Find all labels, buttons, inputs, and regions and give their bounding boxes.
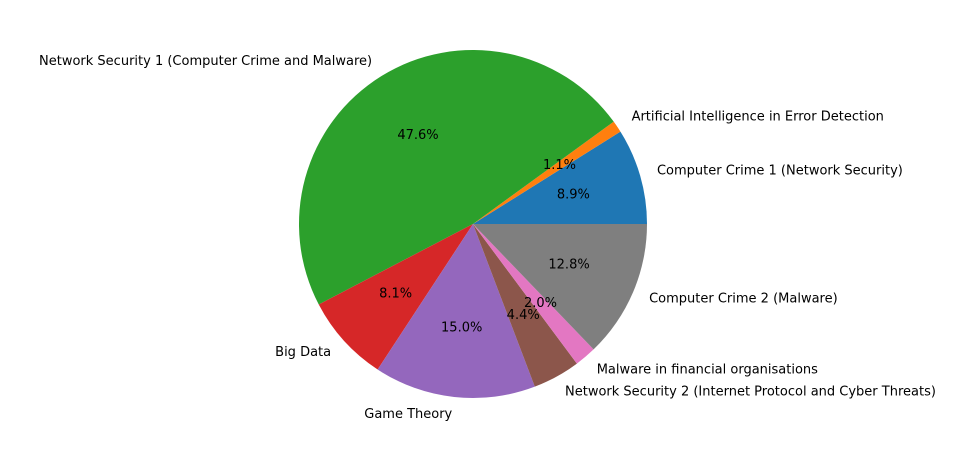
slice-label-big-data: Big Data [275, 345, 331, 360]
slice-label-malware-in-financial-organisations: Malware in financial organisations [597, 363, 818, 378]
slice-label-network-security-2-internet-protocol-and-cyber-threats: Network Security 2 (Internet Protocol an… [565, 384, 936, 399]
pie-slice-malware-in-financial-organisations [473, 224, 594, 364]
slice-label-computer-crime-1-network-security: Computer Crime 1 (Network Security) [657, 164, 903, 179]
pie-slice-artificial-intelligence-in-error-detection [473, 121, 621, 224]
pie-slice-network-security-2-internet-protocol-and-cyber-threats [473, 224, 577, 387]
slice-percent-computer-crime-2-malware: 12.8% [548, 257, 589, 272]
slice-percent-network-security-2-internet-protocol-and-cyber-threats: 4.4% [507, 308, 540, 323]
slice-percent-big-data: 8.1% [379, 287, 412, 302]
slice-percent-artificial-intelligence-in-error-detection: 1.1% [543, 158, 576, 173]
pie-slice-computer-crime-2-malware [473, 224, 647, 350]
slice-percent-game-theory: 15.0% [441, 320, 482, 335]
slice-label-computer-crime-2-malware: Computer Crime 2 (Malware) [649, 291, 838, 306]
slice-label-game-theory: Game Theory [364, 407, 452, 422]
slice-percent-computer-crime-1-network-security: 8.9% [557, 188, 590, 203]
slice-label-artificial-intelligence-in-error-detection: Artificial Intelligence in Error Detecti… [632, 109, 884, 124]
pie-slice-computer-crime-1-network-security [473, 131, 647, 224]
slice-percent-malware-in-financial-organisations: 2.0% [524, 296, 557, 311]
slice-label-network-security-1-computer-crime-and-malware: Network Security 1 (Computer Crime and M… [39, 54, 372, 69]
pie-slice-big-data [318, 224, 473, 370]
pie-slice-network-security-1-computer-crime-and-malware [299, 50, 614, 305]
pie-slices [299, 50, 647, 399]
pie-slice-game-theory [377, 224, 535, 399]
pie-labels: Computer Crime 1 (Network Security) 8.9% A… [39, 54, 936, 422]
slice-percent-network-security-1-computer-crime-and-malware: 47.6% [397, 128, 438, 143]
